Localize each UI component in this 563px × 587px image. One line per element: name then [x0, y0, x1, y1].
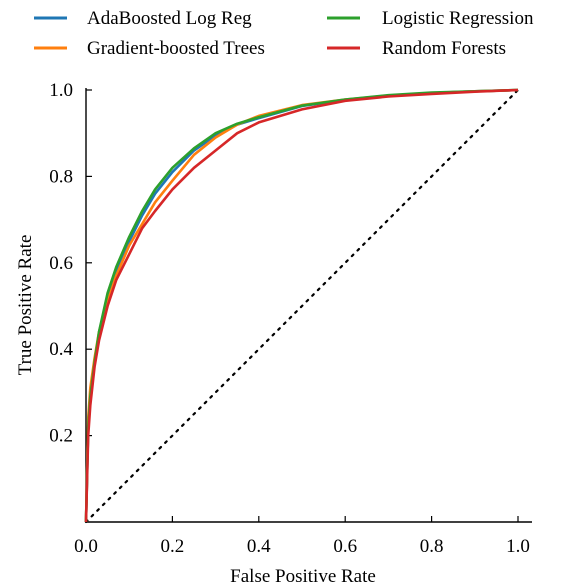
legend-label: Gradient-boosted Trees — [87, 38, 265, 59]
series-line-random-forests — [84, 88, 519, 523]
legend-label: Logistic Regression — [382, 8, 534, 29]
y-tick-label: 0.6 — [49, 253, 73, 274]
x-tick-label: 0.2 — [161, 536, 185, 557]
legend-label: AdaBoosted Log Reg — [87, 8, 252, 29]
x-tick-label: 0.6 — [333, 536, 357, 557]
x-tick-label: 0.4 — [247, 536, 271, 557]
y-tick-label: 1.0 — [49, 80, 73, 101]
legend-label: Random Forests — [382, 38, 506, 59]
x-tick-label: 0.0 — [74, 536, 98, 557]
ticks: 0.0 0.2 0.4 0.6 0.8 1.0 0.2 0.4 0.6 0.8 1.0 — [49, 80, 530, 557]
y-tick-label: 0.8 — [49, 166, 73, 187]
y-axis-label: True Positive Rate — [15, 235, 36, 376]
x-tick-label: 1.0 — [506, 536, 530, 557]
x-tick-label: 0.8 — [420, 536, 444, 557]
x-axis-label: False Positive Rate — [230, 566, 376, 587]
y-tick-label: 0.2 — [49, 426, 73, 447]
legend: AdaBoosted Log Reg Gradient-boosted Trees… — [34, 8, 534, 59]
plot-area: 0.0 0.2 0.4 0.6 0.8 1.0 0.2 0.4 0.6 0.8 1.0 — [49, 80, 532, 557]
diagonal-reference-line — [84, 88, 520, 524]
y-tick-label: 0.4 — [49, 339, 73, 360]
series-lines — [84, 88, 520, 524]
